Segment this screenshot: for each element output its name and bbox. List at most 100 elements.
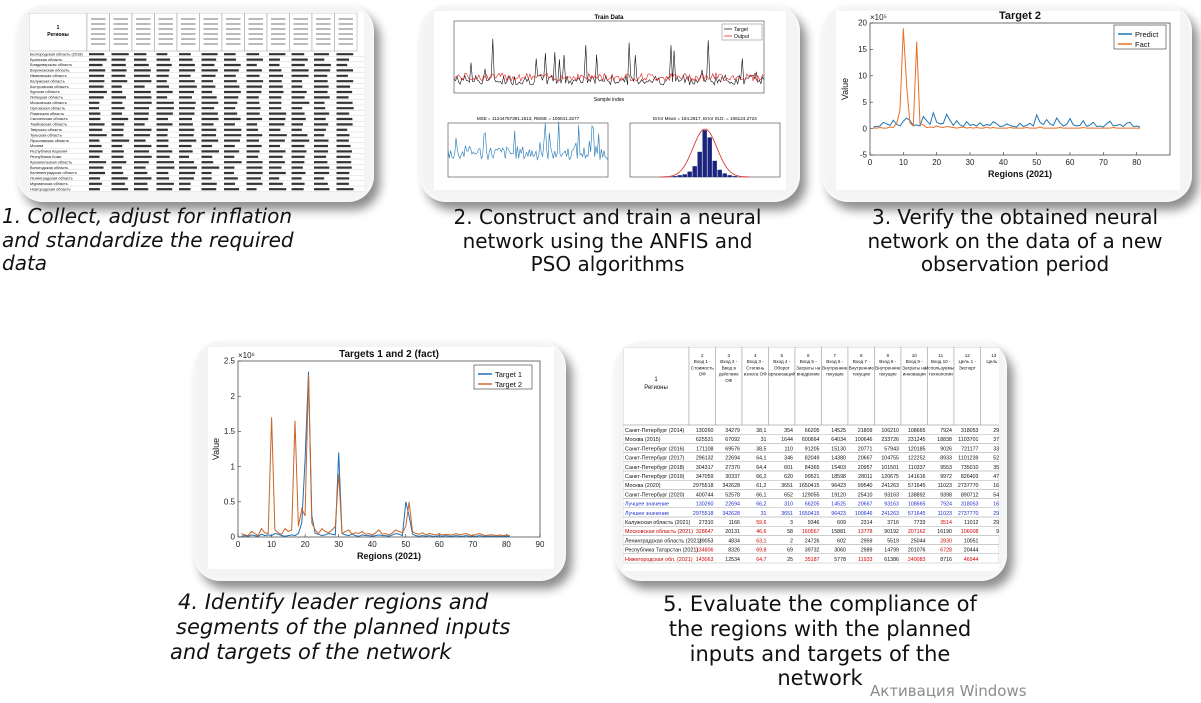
table-col-header [794,347,822,426]
table-cell: 15130 [831,446,846,452]
table-cell: 1101239 [958,456,978,462]
table-cell: 11933 [858,557,872,563]
table-row-region: Москва (2020) [625,483,661,489]
table-row-label: Тамбовская область [30,122,67,127]
table-cell: 2947 [993,428,999,434]
table-cell: 2946 [993,511,999,517]
table-cell: 2903 [993,520,999,526]
table-cell: 20131 [725,529,740,535]
x-tick-label: 50 [401,540,410,549]
table-cell: 1678 [993,483,999,489]
hist-bar [697,151,702,177]
table-col-header-text: 7 [833,353,836,358]
table-cell: 66205 [805,428,820,434]
table-cell: 108665 [908,428,926,434]
table-row-label: Белгородская область (2018) [30,51,83,56]
table-col-header-text: Вход 4 - [773,359,790,364]
y-tick-label: 2 [231,392,236,401]
table-cell: 609 [837,520,846,526]
table-cell: 15403 [831,465,846,471]
table-cell: 141616 [908,474,926,480]
windows-activation-watermark: Активация Windows [870,682,1027,700]
y-tick-label: 1.5 [224,427,236,436]
table-row-label: Воронежская область [30,68,69,73]
y-tick-label: -5 [860,151,868,160]
table-cell: 346 [784,456,793,462]
table-cell: 39732 [805,548,820,554]
table-row-label: Ярославская область [30,138,69,143]
table-cell: 130260 [696,502,714,508]
table-col-header-text: 10 [912,353,918,358]
table-row-region: Лучшее значение [625,511,669,517]
table-col-header-text: текущие [879,372,897,377]
table-cell: 3537 [993,465,999,471]
table-col-header-text: 3 [727,353,730,358]
table-cell: 602 [837,538,846,544]
y-tick-label: 20 [858,19,867,28]
table-col-header-text: Затраты на [902,365,927,370]
y-tick-label: 1 [231,462,236,471]
table-cell: 52578 [725,492,740,498]
table-cell: 318053 [961,502,979,508]
table-cell: 14380 [831,456,846,462]
y-exponent: ×10⁵ [870,13,887,22]
hist-bar [672,176,677,177]
y-tick-label: 5 [863,98,868,107]
table-cell: 58 [787,529,793,535]
table-col-header-text: 13 [991,353,997,358]
table-row-label: Новгородская область [30,186,71,191]
table-cell: 25410 [858,492,873,498]
table-cell: 20771 [858,446,873,452]
table-cell: 1650415 [799,511,820,517]
table-cell: 3 [790,520,793,526]
table-cell: 735010 [961,465,979,471]
table-row-label: Республика Карелия [30,149,67,154]
table-row [623,553,999,564]
hist-bar [727,175,732,177]
table-col-header-text: Вход 3 - [747,359,764,364]
table-header-text: Регионы [47,32,69,38]
table-col-header-text: текущие [852,372,870,377]
table-col-header-text: Вход 7 - [853,359,870,364]
chart-title: Target 2 [999,11,1041,22]
table-cell: 304317 [696,465,714,471]
table-col-header-text: 1 [654,377,658,383]
hist-bar [687,171,692,177]
table-cell: 1103701 [958,437,978,443]
table-cell: 4834 [728,538,740,544]
step3-caption: 3. Verify the obtained neural network on… [830,205,1200,277]
table-cell: 601 [784,465,793,471]
step1-caption-line3: data [2,251,48,276]
table-cell: 24726 [805,538,820,544]
table-cell: 7924 [940,502,952,508]
y-exponent: ×10⁶ [238,351,255,360]
table-cell: 106210 [881,428,899,434]
table-cell: 231245 [908,437,926,443]
step2-card: Train Data Sample index Target Output MSE = … [420,5,800,202]
table-row-region: Санкт-Петербург (2020) [625,492,685,498]
mse-line [447,121,609,161]
table-cell: 35187 [805,557,820,563]
table-col-header-text: Затраты на [796,365,821,370]
table-cell: 122252 [908,456,926,462]
table-cell: 347059 [696,474,714,480]
table-cell: 90192 [884,529,899,535]
table-cell: 46,6 [756,529,766,535]
table-cell: 25044 [911,538,926,544]
table-cell: 171108 [696,446,713,452]
x-tick-label: 40 [999,158,1008,167]
table-cell: 129055 [802,492,820,498]
table-cell: 100646 [855,511,873,517]
step5-number: 5. [663,592,684,616]
table-cell: 91205 [805,446,820,452]
table-cell: 120185 [908,446,926,452]
table-col-header [334,13,358,52]
table-col-header-text: Экспорт [959,365,977,370]
table-col-header-text: 6 [807,353,810,358]
table-cell: 5267 [993,456,999,462]
table-cell: 2314 [861,520,873,526]
table-cell: 20667 [858,456,873,462]
hist-bar [682,174,687,177]
table-cell: 1166 [729,520,740,526]
table-cell: 2989 [861,548,873,554]
